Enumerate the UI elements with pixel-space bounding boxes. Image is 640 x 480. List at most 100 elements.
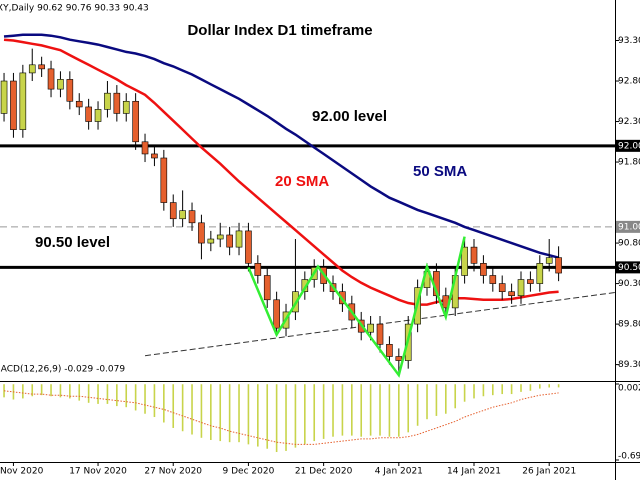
candle-body [508, 291, 515, 297]
macd-bar [172, 384, 175, 428]
candle-body [254, 263, 262, 276]
y-tick-label: 89.80 [618, 320, 640, 330]
candle-body [498, 283, 506, 292]
macd-bar [78, 384, 81, 401]
macd-bar [492, 384, 494, 396]
y-tick-label: 89.30 [618, 360, 640, 370]
candle-body [461, 246, 468, 276]
candle-body [160, 157, 168, 203]
macd-bar [304, 384, 306, 445]
candle-body [555, 257, 562, 274]
candle-body [545, 257, 553, 264]
y-tick-label: 92.30 [618, 117, 640, 127]
candle-body [75, 100, 83, 108]
sma-line [3, 38, 559, 306]
macd-bar [313, 384, 316, 442]
macd-bar [463, 384, 466, 402]
series-label: 50 SMA [413, 163, 467, 180]
macd-bar [369, 384, 372, 436]
macd-bar [445, 384, 447, 414]
macd-bar [59, 384, 62, 398]
candle-body [169, 202, 177, 220]
macd-bar [163, 384, 165, 423]
macd-bar [520, 384, 522, 392]
macd-bar [426, 384, 428, 420]
candle-body [47, 68, 55, 90]
x-tick-label: 26 Jan 2021 [522, 467, 576, 477]
zigzag-line [247, 236, 466, 378]
candle-body [235, 230, 243, 248]
macd-bar [266, 384, 269, 449]
candle-body [226, 234, 233, 248]
macd-bar [454, 384, 457, 409]
macd-bar [87, 384, 90, 403]
macd-bar [473, 384, 475, 399]
macd-bar [416, 384, 419, 426]
macd-bar [351, 384, 353, 436]
macd-bar [332, 384, 334, 437]
x-tick-label: 9 Dec 2020 [223, 467, 275, 477]
macd-bar [482, 384, 485, 397]
macd-bar [322, 384, 325, 439]
macd-bar [31, 384, 34, 397]
x-tick-label: 21 Dec 2020 [295, 467, 353, 477]
candle-body [207, 238, 215, 244]
macd-bar [200, 384, 203, 438]
level-label-box [616, 220, 640, 233]
candle-body [395, 356, 403, 361]
candle-body [536, 263, 544, 284]
candle-body [216, 234, 224, 240]
macd-bar [228, 384, 231, 443]
macd-bar [247, 384, 250, 445]
macd-bar [435, 384, 438, 416]
sma-line [3, 33, 559, 259]
macd-bar [219, 384, 222, 442]
candle-body [245, 230, 252, 264]
candle-body [263, 275, 271, 301]
macd-bar [398, 384, 400, 437]
candle-body [57, 79, 64, 90]
macd-bar [191, 384, 193, 435]
x-tick-label: 14 Jan 2021 [447, 467, 501, 477]
macd-bar [181, 384, 184, 432]
candle-body [198, 222, 205, 244]
x-tick-label: 17 Nov 2020 [69, 467, 127, 477]
macd-bar [257, 384, 259, 447]
y-tick-label: 93.30 [618, 36, 640, 46]
macd-bar [97, 384, 99, 404]
macd-bar [529, 384, 532, 391]
y-tick-label: 0.002 [618, 384, 640, 394]
candle-body [28, 64, 36, 74]
candle-body [517, 279, 525, 297]
candle-body [188, 210, 196, 224]
macd-bar [360, 384, 363, 437]
macd-bar [285, 384, 287, 451]
candle-body [376, 323, 384, 345]
level-label-box [616, 261, 640, 274]
macd-bar [238, 384, 240, 443]
x-tick-label: 4 Jan 2021 [375, 467, 423, 477]
macd-bar [134, 384, 137, 411]
macd-bar [275, 384, 278, 453]
series-label: 20 SMA [275, 173, 329, 190]
macd-bar [501, 384, 504, 395]
macd-bar [116, 384, 118, 407]
chart-title: Dollar Index D1 timeframe [187, 22, 372, 39]
candle-body [132, 100, 139, 143]
candle-body [273, 299, 280, 329]
macd-bar [407, 384, 410, 433]
macd-bar [539, 384, 541, 389]
annotation: 92.00 level [312, 108, 387, 125]
level-label-box [616, 139, 640, 152]
macd-bar [557, 384, 560, 388]
macd-bar [388, 384, 391, 437]
candle-body [85, 106, 92, 122]
candle-body [489, 275, 497, 284]
x-tick-label: 27 Nov 2020 [144, 467, 202, 477]
candle-body [113, 92, 121, 114]
macd-bar [69, 384, 71, 399]
candle-body [527, 279, 534, 284]
annotation: 90.50 level [35, 234, 110, 251]
macd-bar [153, 384, 156, 418]
